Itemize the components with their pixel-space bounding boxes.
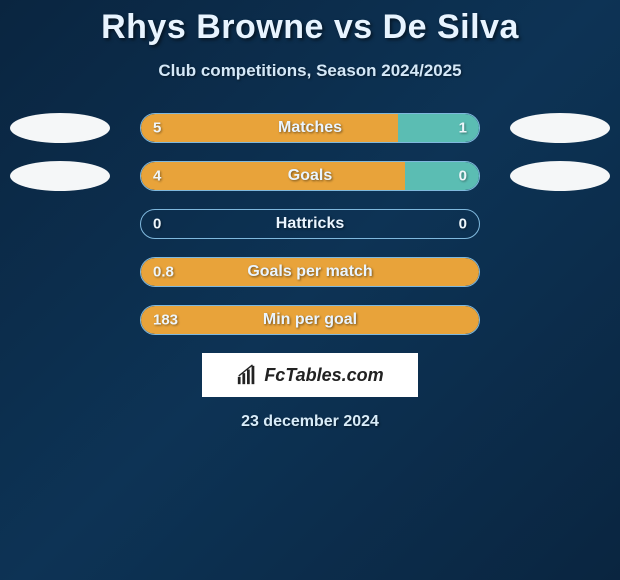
player-right-marker	[510, 209, 610, 239]
stat-bar: 0.8 Goals per match	[140, 257, 480, 287]
date-label: 23 december 2024	[0, 413, 620, 431]
bar-row: 183 Min per goal	[0, 305, 620, 335]
player-right-marker	[510, 257, 610, 287]
player-left-marker	[10, 161, 110, 191]
logo-text: FcTables.com	[264, 365, 383, 386]
stat-value-right: 0	[459, 168, 467, 185]
stat-value-left: 0.8	[153, 264, 174, 281]
bar-fill-left	[141, 114, 398, 142]
stat-label: Matches	[278, 119, 342, 137]
player-left-marker	[10, 209, 110, 239]
bar-row: 0.8 Goals per match	[0, 257, 620, 287]
logo-box: FcTables.com	[202, 353, 418, 397]
chart-icon	[236, 364, 258, 386]
player-left-marker	[10, 257, 110, 287]
player-right-marker	[510, 113, 610, 143]
stat-label: Hattricks	[276, 215, 344, 233]
bar-fill-right	[405, 162, 479, 190]
stat-value-left: 4	[153, 168, 161, 185]
stat-bar: 0 0 Hattricks	[140, 209, 480, 239]
player-left-marker	[10, 305, 110, 335]
bar-row: 5 1 Matches	[0, 113, 620, 143]
bar-row: 4 0 Goals	[0, 161, 620, 191]
stat-value-right: 1	[459, 120, 467, 137]
bar-row: 0 0 Hattricks	[0, 209, 620, 239]
player-right-marker	[510, 305, 610, 335]
comparison-bars: 5 1 Matches 4 0 Goals 0 0 Hattricks 0.8 Goals per …	[0, 113, 620, 335]
stat-value-left: 0	[153, 216, 161, 233]
player-left-marker	[10, 113, 110, 143]
stat-label: Goals	[288, 167, 332, 185]
stat-value-left: 183	[153, 312, 178, 329]
stat-bar: 5 1 Matches	[140, 113, 480, 143]
stat-bar: 4 0 Goals	[140, 161, 480, 191]
subtitle: Club competitions, Season 2024/2025	[0, 61, 620, 81]
stat-bar: 183 Min per goal	[140, 305, 480, 335]
stat-value-left: 5	[153, 120, 161, 137]
player-right-marker	[510, 161, 610, 191]
stat-label: Min per goal	[263, 311, 357, 329]
bar-fill-left	[141, 162, 405, 190]
stat-label: Goals per match	[247, 263, 372, 281]
stat-value-right: 0	[459, 216, 467, 233]
page-title: Rhys Browne vs De Silva	[0, 0, 620, 47]
